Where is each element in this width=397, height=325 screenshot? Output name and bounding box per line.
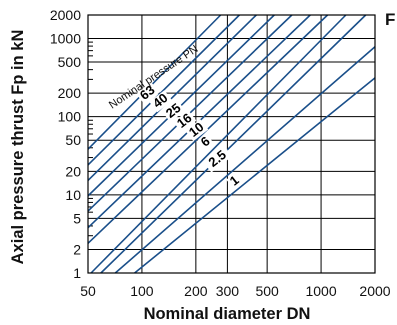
y-tick-label: 1000 (50, 31, 81, 47)
y-tick-label: 20 (65, 163, 81, 179)
plot-frame (87, 14, 376, 274)
y-tick-label: 1 (73, 265, 81, 281)
y-tick-label: 5 (73, 210, 81, 226)
x-tick-label: 1000 (305, 283, 336, 299)
series-label-pn-1: 1 (226, 172, 244, 190)
x-tick-label: 2000 (359, 283, 390, 299)
x-tick-label: 500 (255, 283, 279, 299)
series-line-pn-2_5 (114, 46, 376, 274)
series-lines (87, 14, 376, 274)
y-tick-label: 2 (73, 241, 81, 257)
series-label-pn-25: 25 (162, 100, 186, 123)
y-tick-label: 500 (58, 54, 82, 70)
series-line (87, 14, 222, 150)
y-axis-title: Axial pressure thrust Fp in kN (9, 30, 27, 265)
y-tick-label: 2000 (50, 7, 81, 23)
x-tick-label: 100 (130, 283, 154, 299)
series-line (87, 14, 257, 181)
series-line-pn-6 (100, 14, 367, 274)
tick-labels: 50 100 200 300 500 1000 2000125102050100200500… (50, 7, 391, 299)
series-label-pn-63: 63 (136, 82, 160, 105)
y-tick-label: 200 (58, 85, 82, 101)
x-axis-title: Nominal diameter DN (144, 305, 311, 323)
series-label-pn-6: 6 (197, 133, 215, 151)
corner-letter: F (385, 10, 395, 29)
grid (87, 14, 376, 274)
series-line (87, 14, 240, 166)
plot-border (87, 14, 376, 274)
series-line-pn-10 (90, 14, 347, 274)
y-tick-label: 100 (58, 109, 82, 125)
x-tick-label: 300 (216, 283, 240, 299)
x-tick-label: 50 (80, 283, 96, 299)
y-tick-label: 10 (65, 187, 81, 203)
x-tick-label: 200 (184, 283, 208, 299)
series-line-pn-1 (134, 77, 376, 274)
y-tick-label: 50 (65, 132, 81, 148)
